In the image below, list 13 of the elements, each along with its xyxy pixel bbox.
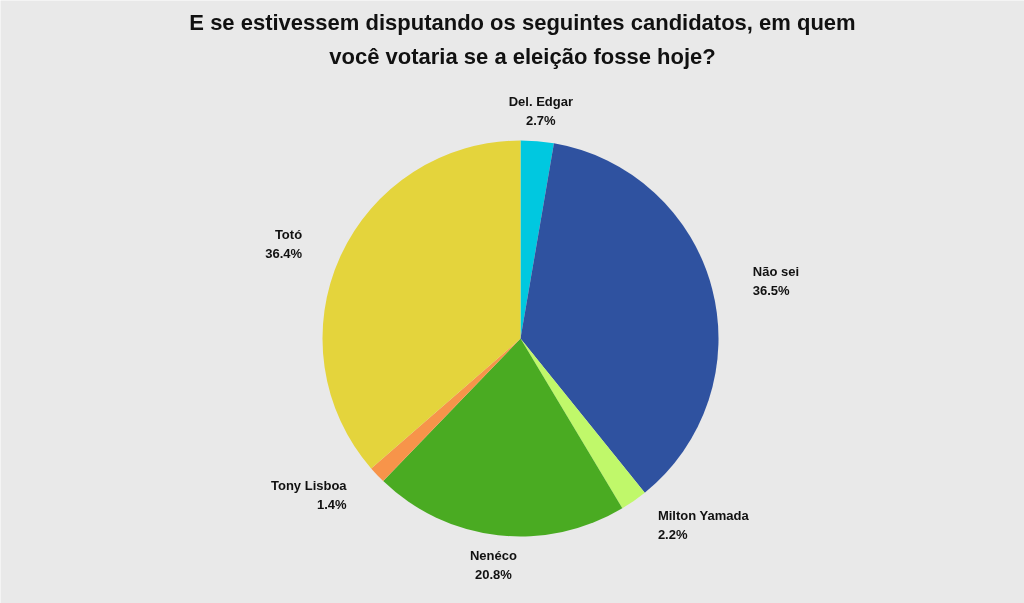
data-label: 36.4% — [265, 245, 303, 261]
slice-label: Tony Lisboa — [270, 478, 348, 494]
data-label: 20.8% — [474, 566, 513, 582]
data-label: 1.4% — [316, 497, 348, 513]
slice-label: Milton Yamada — [657, 507, 750, 523]
data-label: 2.2% — [657, 526, 688, 542]
slice-label: Totó — [274, 226, 303, 242]
chart-title: E se estivessem disputando os seguintes candidatos, em quem você votaria se a eleição fosse hoje? — [189, 10, 856, 69]
data-label: 2.7% — [526, 112, 557, 128]
slice-label: Del. Edgar — [508, 93, 573, 109]
data-label: 36.5% — [752, 282, 791, 298]
slice-label: Não sei — [752, 263, 800, 279]
slice-label: Nenéco — [469, 547, 517, 563]
